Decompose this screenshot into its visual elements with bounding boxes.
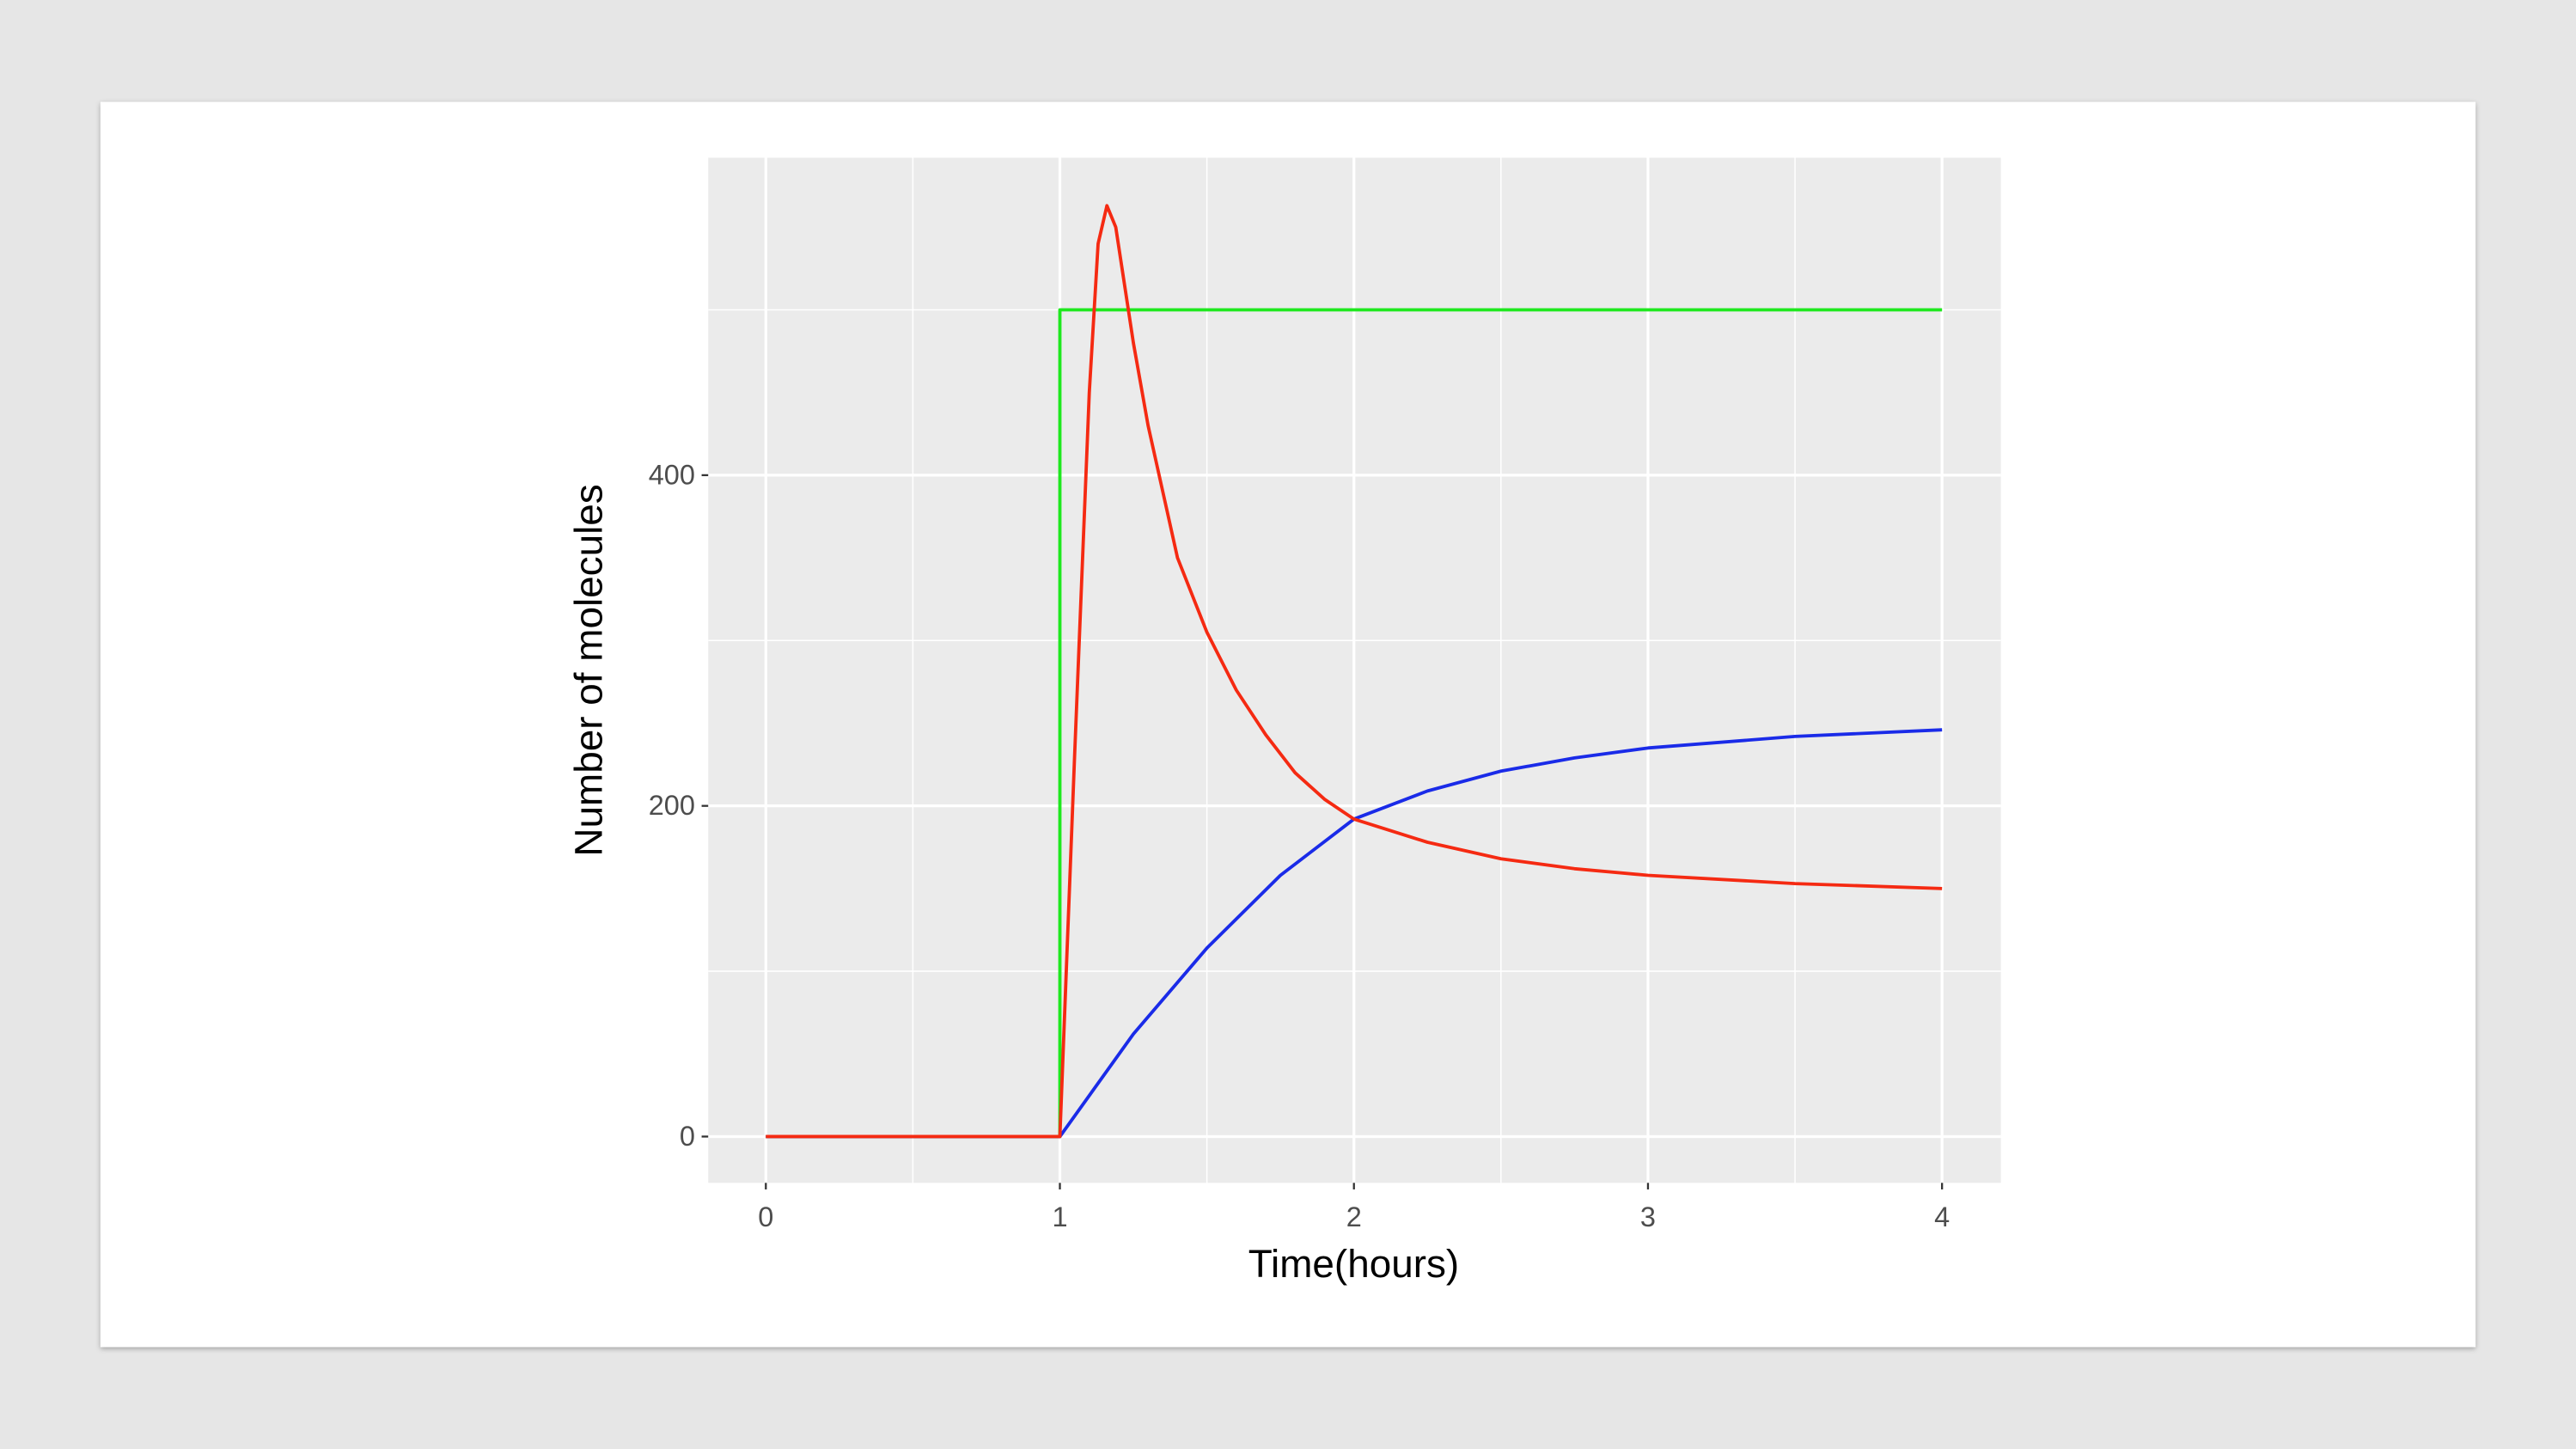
x-tick-label: 3 — [1640, 1201, 1656, 1232]
x-axis-title: Time(hours) — [1248, 1241, 1459, 1286]
lines — [766, 204, 1943, 1139]
y-axis-title: Number of molecules — [566, 484, 611, 856]
x-tick-label: 4 — [1934, 1201, 1950, 1232]
y-tick-label: 200 — [649, 790, 695, 821]
y-tick-label: 0 — [680, 1121, 695, 1152]
axes: 0 1 2 3 4 0 200 400 — [649, 459, 1950, 1232]
series-line — [766, 204, 1943, 1139]
x-tick-label: 2 — [1346, 1201, 1362, 1232]
series-line — [766, 728, 1943, 1139]
x-tick-label: 1 — [1052, 1201, 1067, 1232]
x-tick-label: 0 — [758, 1201, 773, 1232]
y-tick-label: 400 — [649, 459, 695, 490]
